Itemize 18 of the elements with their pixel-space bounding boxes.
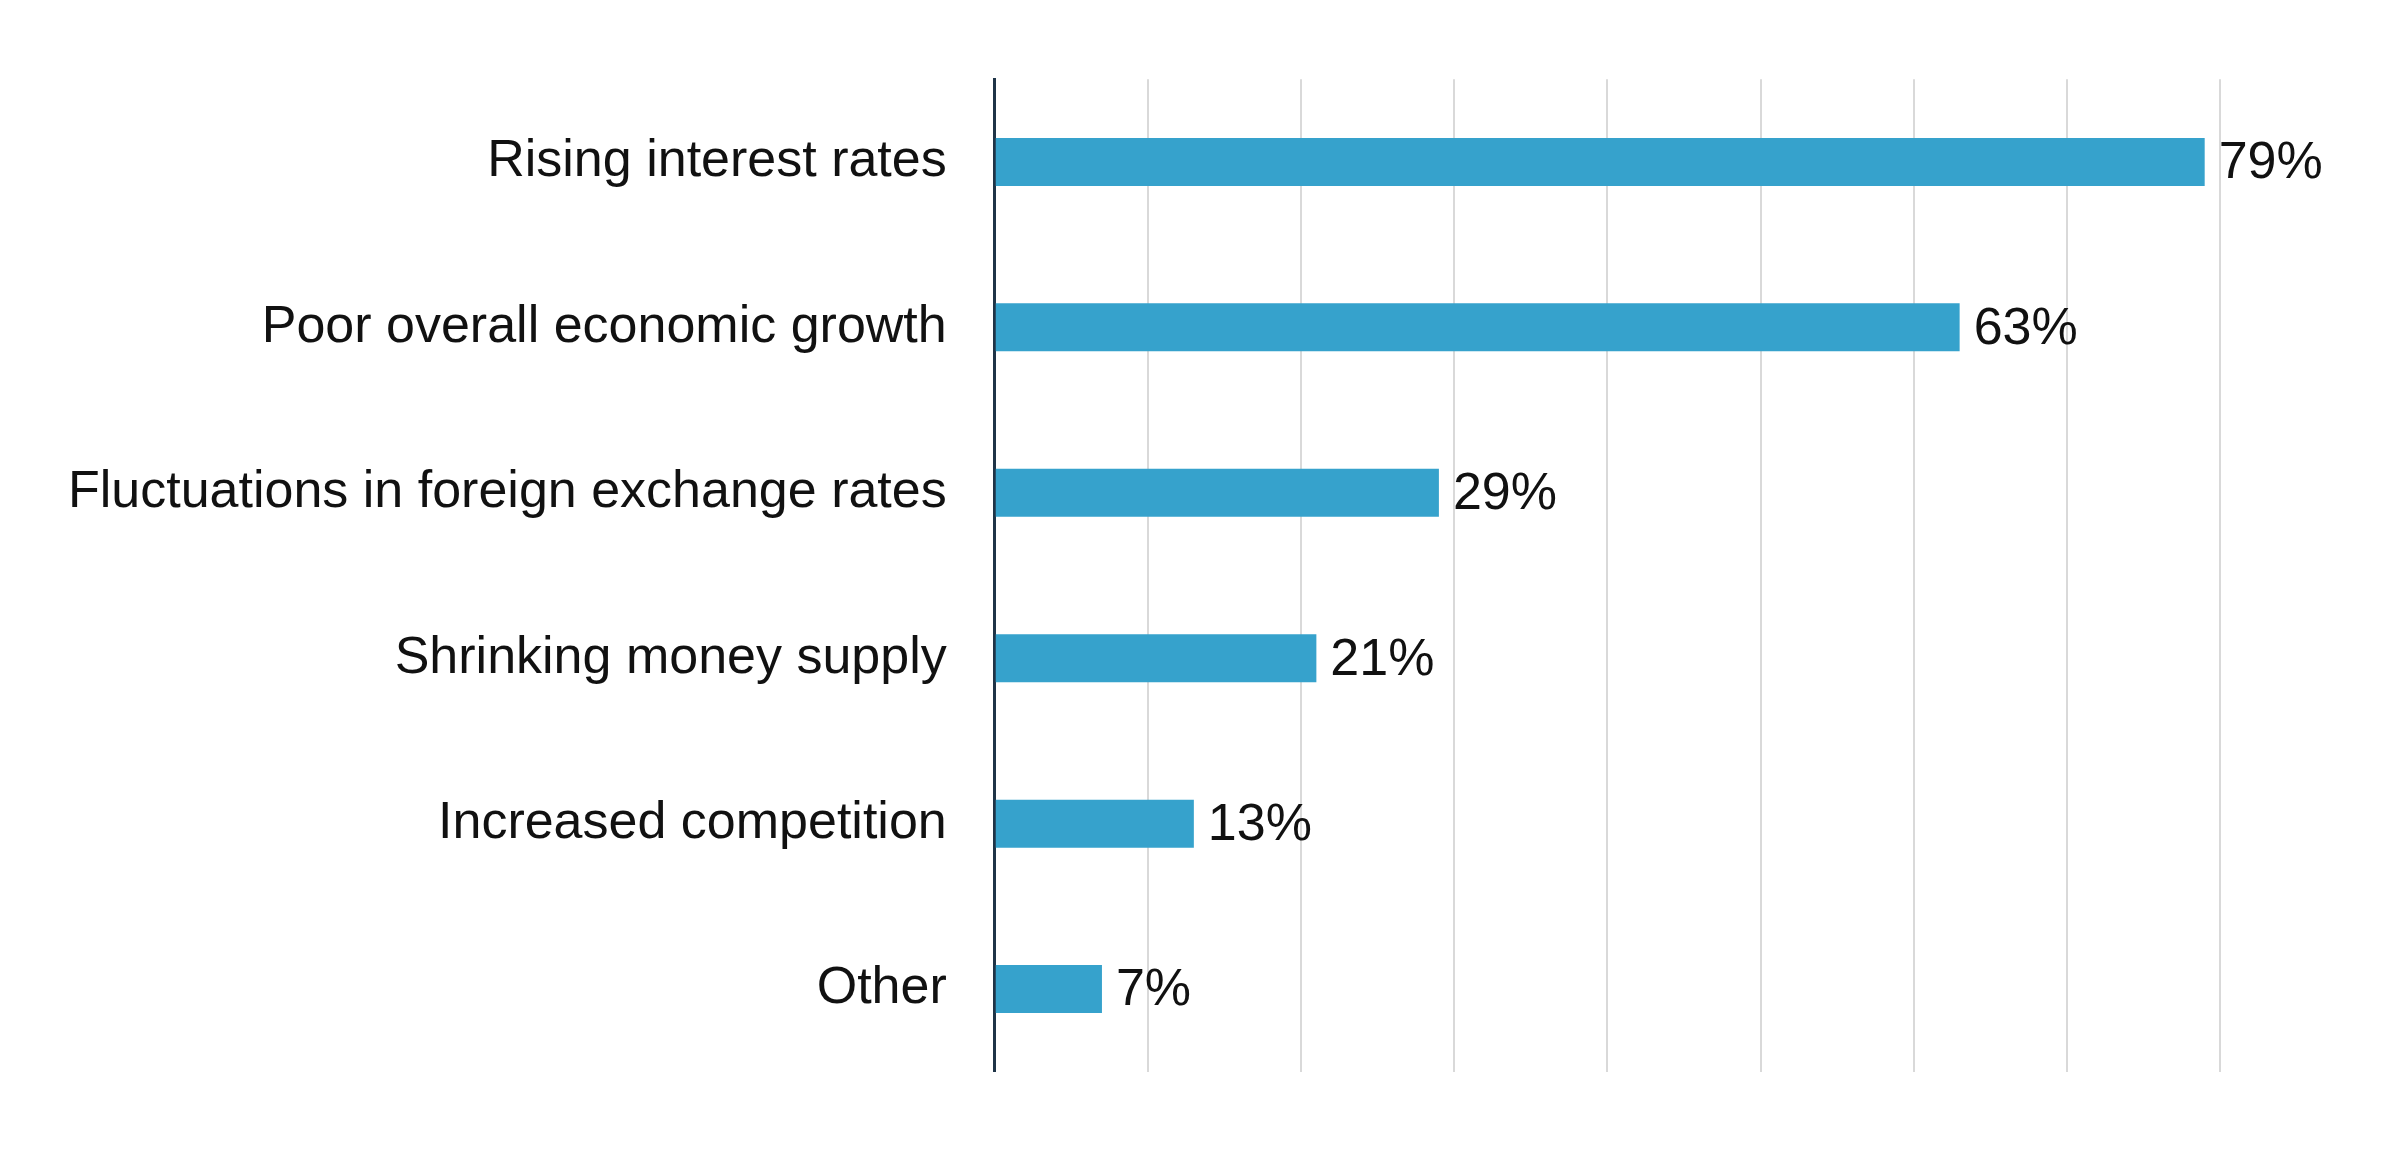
bar [995,303,1960,352]
data-label: 7% [1115,958,1192,1017]
data-label: 21% [1330,627,1435,686]
y-tick-label: Other [816,956,947,1015]
data-label: 79% [2218,131,2323,190]
bar [995,799,1194,848]
data-label: 29% [1452,462,1557,521]
y-tick-label: Rising interest rates [487,129,947,188]
y-tick-label: Shrinking money supply [394,625,947,684]
bar [995,634,1317,683]
bar [995,468,1439,517]
y-tick-label: Poor overall economic growth [261,294,947,353]
bar [995,137,2205,186]
y-tick-label: Increased competition [438,790,947,849]
bar [995,965,1102,1014]
data-label: 13% [1207,792,1312,851]
data-label: 63% [1973,296,2078,355]
y-tick-label: Fluctuations in foreign exchange rates [67,460,947,519]
